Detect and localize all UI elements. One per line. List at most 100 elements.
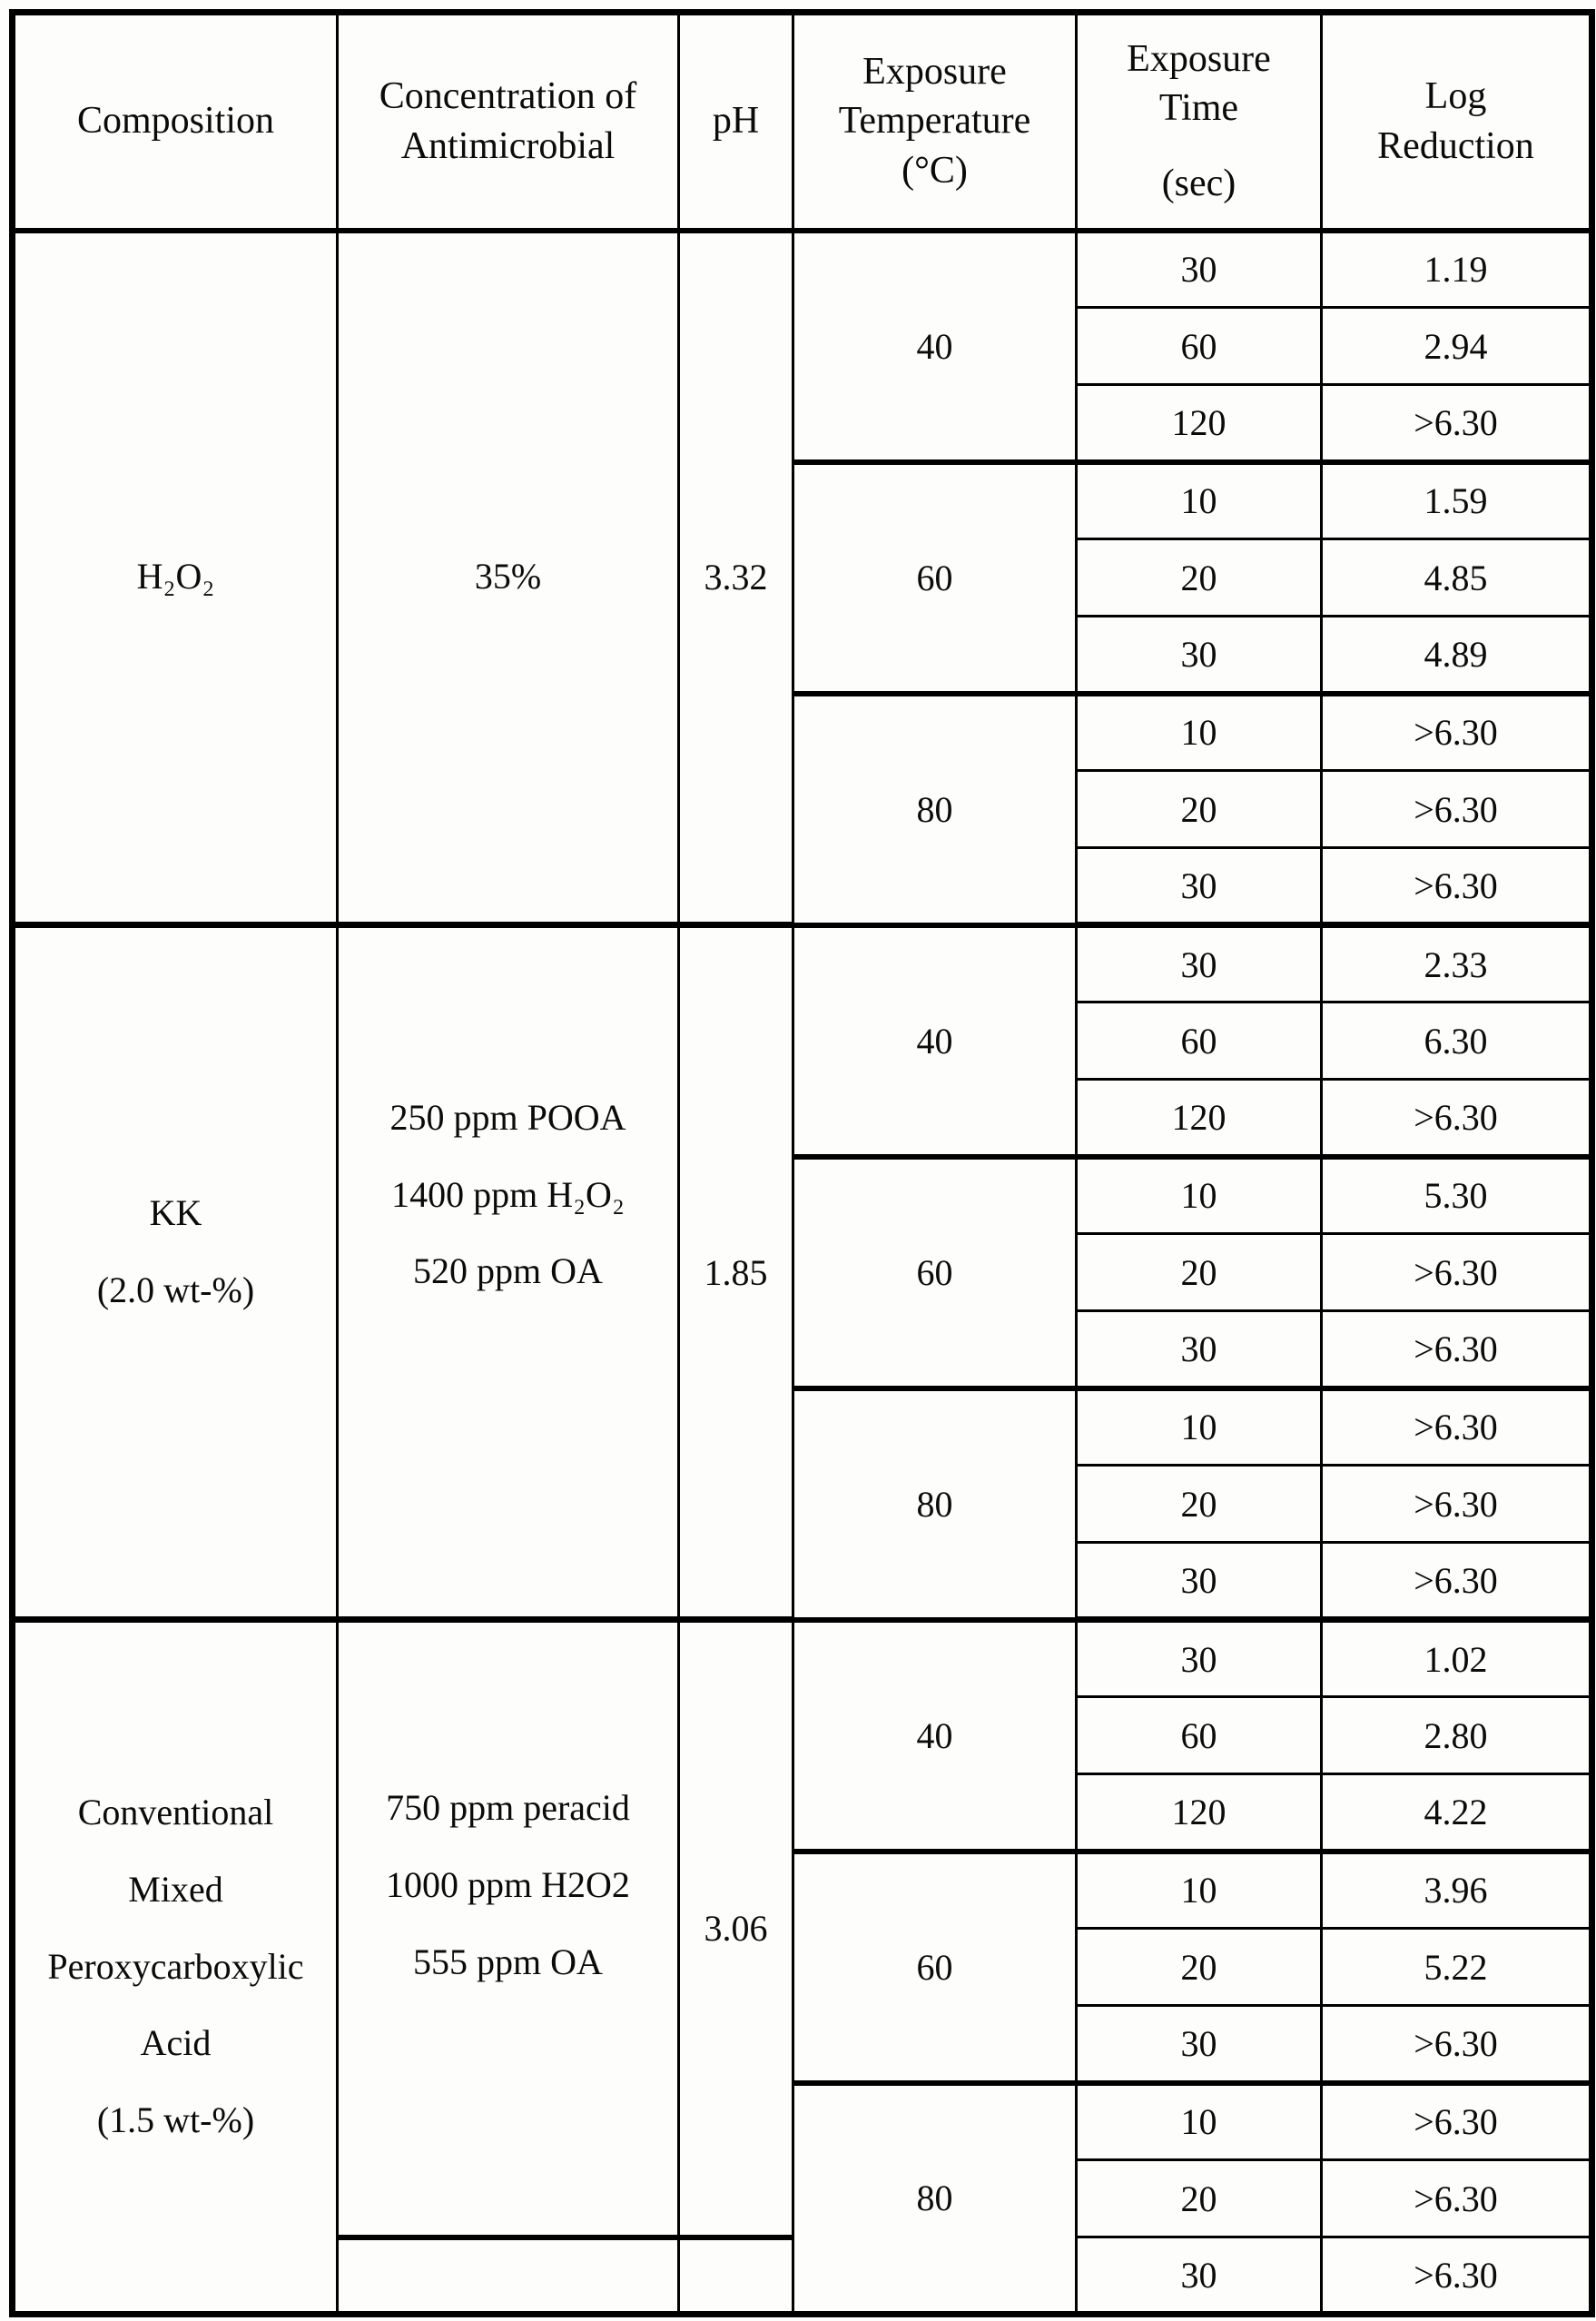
table-row: 20 >6.30 [13,2158,1593,2238]
header-row: Composition Concentration of Antimicrobi… [11,11,1593,233]
empty-concentration-cell [336,2236,680,2316]
time-cell: 20 [1075,769,1323,849]
log-reduction-cell: 2.33 [1320,923,1593,1003]
table-row: 60 2.94 [13,306,1593,386]
log-reduction-cell: >6.30 [1320,769,1593,849]
composition-line: KK [149,1191,202,1233]
log-reduction-cell: >6.30 [1320,2236,1593,2316]
concentration-line: 555 ppm OA [413,1941,603,1982]
log-reduction-cell: >6.30 [1320,692,1593,772]
header-ph-label: pH [712,100,760,143]
concentration-cell: 750 ppm peracid 1000 ppm H2O2 555 ppm OA [336,1618,680,2240]
time-cell: 20 [1075,538,1323,617]
header-concentration-line: Concentration of [379,75,637,118]
table-row: 30 4.89 [13,615,1593,696]
log-reduction-cell: 1.19 [1320,229,1593,309]
header-time-line: Time [1158,87,1239,130]
header-temperature-line: (°C) [901,150,968,193]
table-row: KK (2.0 wt-%) 250 ppm POOA 1400 ppm H₂O₂… [11,923,1593,1623]
time-cell: 20 [1075,1927,1323,2007]
header-concentration-line: Antimicrobial [400,124,616,167]
time-cell: 30 [1075,2236,1323,2316]
table-row: 80 10 >6.30 [13,2081,1593,2317]
table-row: 120 >6.30 [13,383,1593,465]
table-row: 80 10 >6.30 [13,1387,1593,1623]
log-reduction-cell: 1.59 [1320,460,1593,540]
concentration-line: 1000 ppm H2O2 [386,1863,630,1905]
time-cell: 30 [1075,229,1323,309]
log-reduction-cell: 3.96 [1320,1850,1593,1930]
table-row: 60 6.30 [13,1001,1593,1081]
table-row: 30 >6.30 [13,1541,1593,1623]
concentration-cell: 35% [336,229,680,928]
log-reduction-cell: 4.22 [1320,1773,1593,1854]
table-row: H₂O₂ 35% 3.32 40 30 1.19 [11,229,1593,928]
time-cell: 30 [1075,846,1323,928]
ph-cell: 3.32 [677,229,794,928]
log-reduction-cell: 2.80 [1320,1695,1593,1775]
temperature-cell: 40 [792,923,1078,1160]
time-cell: 30 [1075,1309,1323,1391]
table-row: 120 4.22 [13,1773,1593,1854]
time-cell: 20 [1075,1232,1323,1312]
log-reduction-cell: >6.30 [1320,383,1593,465]
table-row: 20 >6.30 [13,1464,1593,1544]
ph-cell: 1.85 [677,923,794,1623]
table-row: 80 10 >6.30 [13,692,1593,928]
table-row: 20 >6.30 [13,769,1593,849]
time-cell: 60 [1075,1695,1323,1775]
temperature-cell: 80 [792,1387,1078,1623]
table-row: Conventional Mixed Peroxycarboxylic Acid… [11,1618,1593,2317]
table-row: 20 4.85 [13,538,1593,617]
table-row: 60 10 1.59 [13,460,1593,696]
concentration-line: 520 ppm OA [413,1250,603,1292]
composition-line: (1.5 wt-%) [96,2099,255,2141]
time-cell: 20 [1075,2158,1323,2238]
header-log-line: Log [1424,75,1487,118]
log-reduction-cell: 2.94 [1320,306,1593,386]
header-concentration: Concentration of Antimicrobial [336,11,680,233]
log-reduction-cell: >6.30 [1320,1387,1593,1467]
log-reduction-cell: >6.30 [1320,2081,1593,2161]
time-cell: 60 [1075,306,1323,386]
time-cell: 60 [1075,1001,1323,1081]
time-cell: 30 [1075,615,1323,696]
table-row: 30 >6.30 [13,2004,1593,2086]
ph-cell: 3.06 [677,1618,794,2240]
header-exposure-time: Exposure Time (sec) [1075,11,1323,233]
header-ph: pH [677,11,794,233]
log-reduction-cell: 4.89 [1320,615,1593,696]
time-cell: 10 [1075,1387,1323,1467]
table-row: 30 >6.30 [13,2236,1593,2316]
table-row: 120 >6.30 [13,1078,1593,1160]
time-cell: 10 [1075,2081,1323,2161]
header-composition: Composition [11,11,339,233]
header-temperature-line: Temperature [838,100,1031,143]
composition-cell: KK (2.0 wt-%) [11,923,339,1623]
log-reduction-cell: 6.30 [1320,1001,1593,1081]
header-time-line: Exposure [1127,37,1271,80]
empty-ph-cell [677,2236,794,2316]
header-composition-label: Composition [76,100,275,143]
time-cell: 10 [1075,1850,1323,1930]
header-exposure-temperature: Exposure Temperature (°C) [792,11,1078,233]
time-cell: 120 [1075,383,1323,465]
table-row: 30 >6.30 [13,1309,1593,1391]
concentration-cell: 250 ppm POOA 1400 ppm H₂O₂ 520 ppm OA [336,923,680,1623]
table-row: 20 5.22 [13,1927,1593,2007]
log-reduction-cell: >6.30 [1320,1464,1593,1544]
temperature-cell: 60 [792,1155,1078,1391]
time-cell: 30 [1075,2004,1323,2086]
temperature-cell: 60 [792,1850,1078,2086]
temperature-cell: 40 [792,229,1078,465]
log-reduction-cell: 4.85 [1320,538,1593,617]
concentration-line: 250 ppm POOA [389,1096,626,1138]
time-cell: 10 [1075,1155,1323,1235]
time-cell: 120 [1075,1773,1323,1854]
composition-line: Acid [140,2022,212,2064]
time-cell: 20 [1075,1464,1323,1544]
composition-line: Mixed [128,1868,223,1910]
log-reduction-cell: >6.30 [1320,1232,1593,1312]
antimicrobial-efficacy-table: Composition Concentration of Antimicrobi… [9,9,1595,2317]
